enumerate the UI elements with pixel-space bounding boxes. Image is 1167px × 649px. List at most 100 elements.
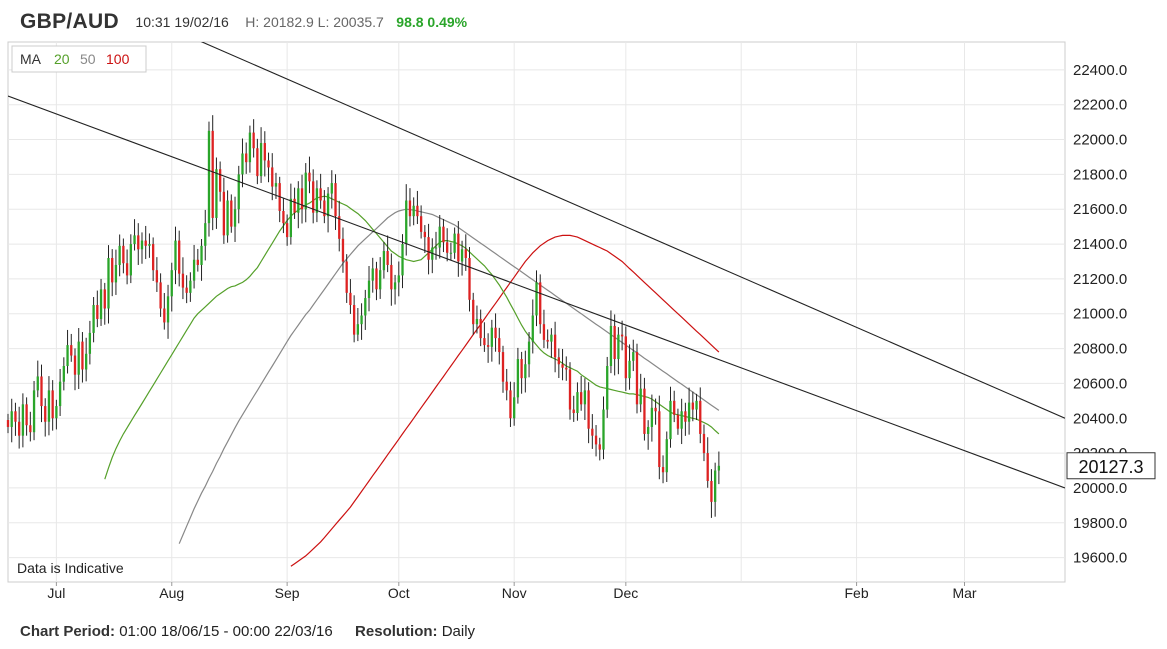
candle-up	[717, 465, 721, 471]
candle-up	[647, 426, 650, 434]
candle-up	[401, 244, 404, 276]
y-tick-label: 22400.0	[1073, 62, 1127, 79]
candle-down	[308, 172, 311, 182]
candle-down	[40, 376, 43, 407]
candle-down	[505, 381, 508, 391]
candle-up	[166, 296, 170, 323]
chart-footer: Chart Period: 01:00 18/06/15 - 00:00 22/…	[20, 623, 475, 640]
candle-up	[453, 233, 456, 253]
y-tick-label: 21800.0	[1073, 166, 1127, 183]
candle-up	[513, 397, 516, 419]
candle-up	[639, 388, 642, 405]
candle-up	[237, 174, 240, 210]
candle-down	[598, 444, 601, 450]
candle-up	[85, 353, 88, 370]
high-low-readout: H: 20182.9 L: 20035.7	[245, 14, 384, 30]
candle-up	[632, 352, 635, 361]
candle-down	[25, 404, 28, 426]
candle-down	[494, 327, 497, 339]
chart-period-label: Chart Period:	[20, 623, 116, 640]
candle-up	[371, 268, 374, 281]
candle-down	[658, 411, 661, 468]
candle-up	[713, 470, 717, 502]
y-tick-label: 21200.0	[1073, 271, 1127, 288]
candle-up	[535, 282, 538, 316]
candle-down	[427, 237, 430, 260]
candle-down	[252, 132, 255, 149]
candle-up	[576, 392, 579, 414]
x-tick-label: Jul	[47, 585, 65, 601]
candle-up	[289, 198, 293, 238]
candle-up	[364, 298, 367, 316]
candle-up	[92, 305, 95, 333]
candle-down	[267, 160, 270, 168]
candle-down	[568, 369, 572, 410]
y-tick-label: 20400.0	[1073, 410, 1127, 427]
candle-down	[386, 251, 389, 265]
candle-up	[360, 315, 363, 325]
y-tick-label: 20000.0	[1073, 480, 1127, 497]
candle-down	[323, 200, 326, 217]
candle-down	[14, 411, 17, 422]
candle-down	[211, 130, 214, 218]
candle-down	[520, 359, 523, 379]
candle-down	[591, 428, 594, 436]
candle-down	[6, 420, 10, 427]
candle-up	[628, 360, 631, 379]
candle-up	[241, 153, 244, 175]
candle-down	[178, 240, 181, 274]
candle-down	[312, 181, 315, 213]
candle-down	[561, 364, 564, 368]
candle-down	[673, 400, 676, 415]
candle-down	[624, 336, 627, 379]
candle-down	[553, 334, 557, 358]
x-tick-label: Mar	[952, 585, 976, 601]
candle-down	[710, 480, 713, 502]
candle-down	[256, 148, 259, 177]
candle-down	[218, 169, 222, 192]
candle-down	[542, 324, 546, 340]
candle-down	[96, 305, 99, 319]
candle-down	[73, 355, 77, 375]
y-tick-label: 19800.0	[1073, 515, 1127, 532]
chart-period-value: 01:00 18/06/15 - 00:00 22/03/16	[119, 623, 333, 640]
candle-up	[583, 390, 587, 405]
current-price-value: 20127.3	[1078, 457, 1143, 477]
resolution-label: Resolution:	[355, 623, 438, 640]
candle-down	[501, 352, 505, 382]
current-price-tag	[1066, 452, 1156, 480]
candle-up	[617, 334, 620, 360]
candle-up	[189, 280, 192, 293]
candle-up	[274, 183, 278, 187]
candle-down	[285, 223, 289, 238]
candle-down	[416, 205, 419, 217]
candle-up	[21, 404, 25, 436]
candle-down	[44, 406, 47, 422]
candle-up	[412, 205, 415, 217]
candle-up	[650, 407, 654, 427]
candle-down	[661, 467, 665, 473]
candle-down	[509, 390, 512, 419]
candle-up	[367, 280, 371, 299]
candle-down	[486, 345, 490, 347]
candle-up	[397, 275, 400, 283]
candle-down	[349, 292, 352, 306]
candle-down	[483, 338, 486, 346]
candle-up	[527, 341, 531, 365]
candle-down	[334, 183, 337, 217]
candle-down	[18, 421, 21, 436]
candle-down	[572, 409, 575, 414]
candle-down	[151, 244, 155, 271]
candle-up	[148, 244, 151, 246]
candle-up	[475, 318, 479, 325]
x-tick-label: Feb	[845, 585, 869, 601]
ma100-line	[290, 234, 720, 567]
candle-up	[326, 193, 330, 217]
candle-up	[55, 406, 58, 419]
candle-down	[408, 200, 412, 217]
candle-down	[565, 367, 568, 370]
candle-down	[594, 435, 598, 445]
candle-up	[192, 259, 196, 281]
candle-down	[691, 402, 694, 410]
